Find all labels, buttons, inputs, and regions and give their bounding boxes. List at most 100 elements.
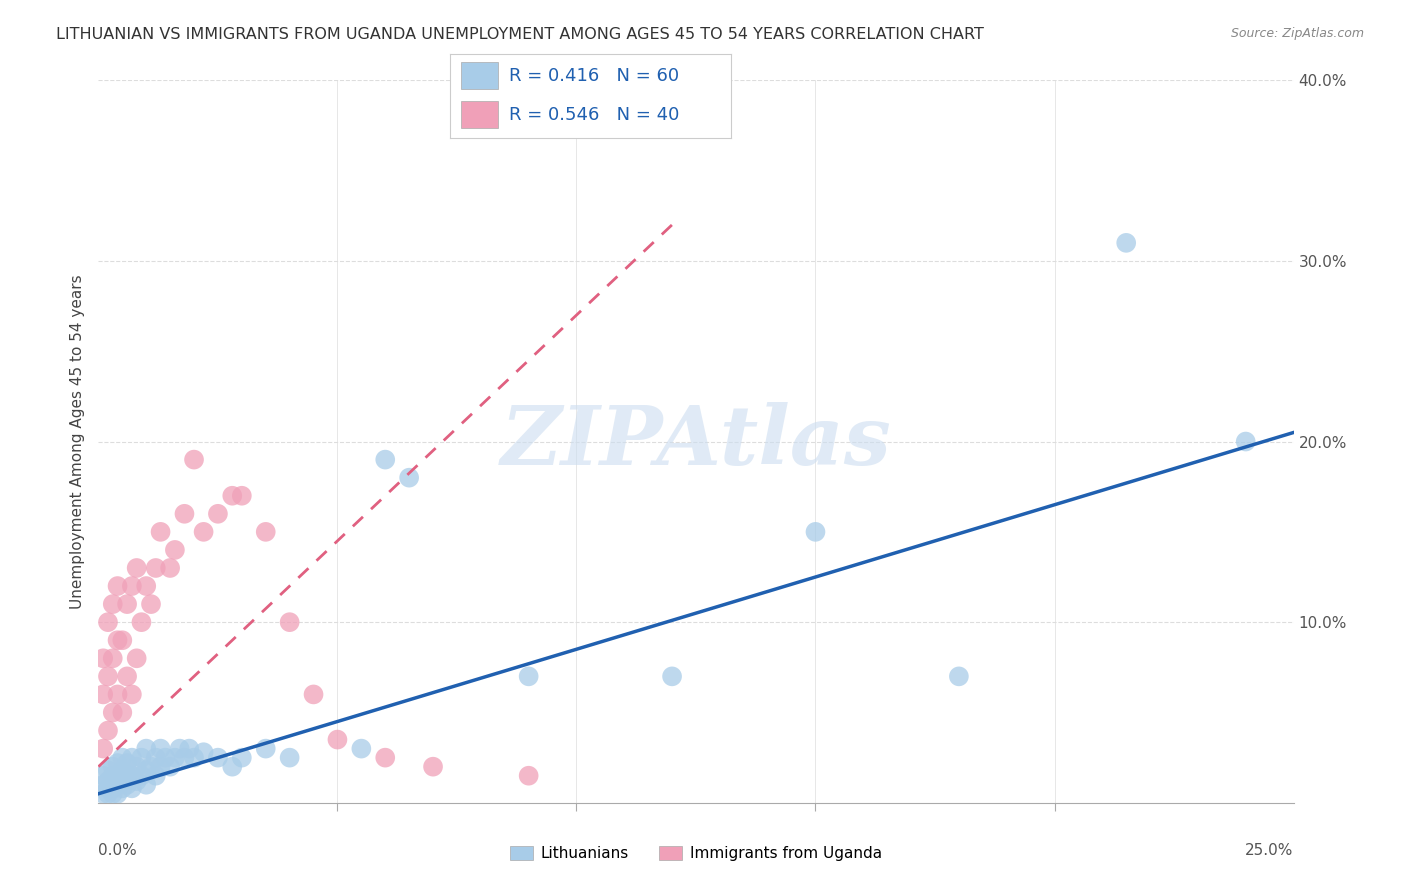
Point [97,787,120,801]
Point [207,507,229,521]
Point [125,561,148,575]
Point [111,781,134,796]
Point [107,633,129,648]
Point [107,769,129,783]
Point [145,769,167,783]
Point [135,741,157,756]
Point [131,769,153,783]
Point [115,669,138,683]
Point [111,750,134,764]
Point [139,597,162,611]
Point [121,687,143,701]
Point [101,787,124,801]
Point [97,764,120,778]
Point [121,769,143,783]
Point [207,750,229,764]
Bar [461,62,498,89]
Point [948,669,970,683]
Point [101,760,124,774]
Point [254,741,277,756]
Point [254,524,277,539]
Point [97,615,120,630]
Point [121,781,143,796]
Point [101,597,124,611]
Point [101,706,124,720]
Point [149,741,172,756]
Point [101,781,124,796]
Text: LITHUANIAN VS IMMIGRANTS FROM UGANDA UNEMPLOYMENT AMONG AGES 45 TO 54 YEARS CORR: LITHUANIAN VS IMMIGRANTS FROM UGANDA UNE… [56,27,984,42]
Point [221,489,243,503]
Point [121,579,143,593]
Point [91,687,114,701]
Point [221,760,243,774]
Point [193,745,215,759]
Point [107,778,129,792]
Point [179,741,201,756]
Point [159,561,181,575]
Point [1115,235,1137,250]
Point [517,769,540,783]
Point [278,615,301,630]
Point [326,732,349,747]
Point [1234,434,1257,449]
Point [91,741,114,756]
Point [107,579,129,593]
Point [91,787,114,801]
Y-axis label: Unemployment Among Ages 45 to 54 years: Unemployment Among Ages 45 to 54 years [69,274,84,609]
Point [101,769,124,783]
Point [661,669,683,683]
Point [350,741,373,756]
Point [131,615,153,630]
Point [173,750,195,764]
Point [374,750,396,764]
Point [155,750,177,764]
Point [173,507,195,521]
Legend: Lithuanians, Immigrants from Uganda: Lithuanians, Immigrants from Uganda [503,840,889,867]
Point [107,687,129,701]
Bar [461,101,498,128]
Point [193,524,215,539]
Point [517,669,540,683]
Point [231,750,253,764]
Point [278,750,301,764]
Point [115,769,138,783]
Point [115,597,138,611]
Point [145,561,167,575]
Point [97,774,120,789]
Point [111,633,134,648]
Text: R = 0.416   N = 60: R = 0.416 N = 60 [509,67,679,85]
Point [91,778,114,792]
Point [107,787,129,801]
Point [97,669,120,683]
Point [804,524,827,539]
Point [91,651,114,665]
Point [302,687,325,701]
Point [97,781,120,796]
Text: R = 0.546   N = 40: R = 0.546 N = 40 [509,105,679,123]
Point [135,778,157,792]
Point [111,706,134,720]
Point [125,651,148,665]
Point [163,750,186,764]
Point [131,750,153,764]
Point [159,760,181,774]
Point [101,774,124,789]
Point [169,741,191,756]
Point [139,760,162,774]
Point [145,750,167,764]
Point [149,524,172,539]
Point [231,489,253,503]
Text: 0.0%: 0.0% [98,843,138,857]
Point [183,452,205,467]
Point [398,471,420,485]
Point [121,750,143,764]
Point [422,760,444,774]
Point [115,778,138,792]
Point [149,760,172,774]
Text: Source: ZipAtlas.com: Source: ZipAtlas.com [1230,27,1364,40]
Point [111,764,134,778]
Point [374,452,396,467]
Point [135,764,157,778]
Point [125,760,148,774]
Point [107,756,129,770]
